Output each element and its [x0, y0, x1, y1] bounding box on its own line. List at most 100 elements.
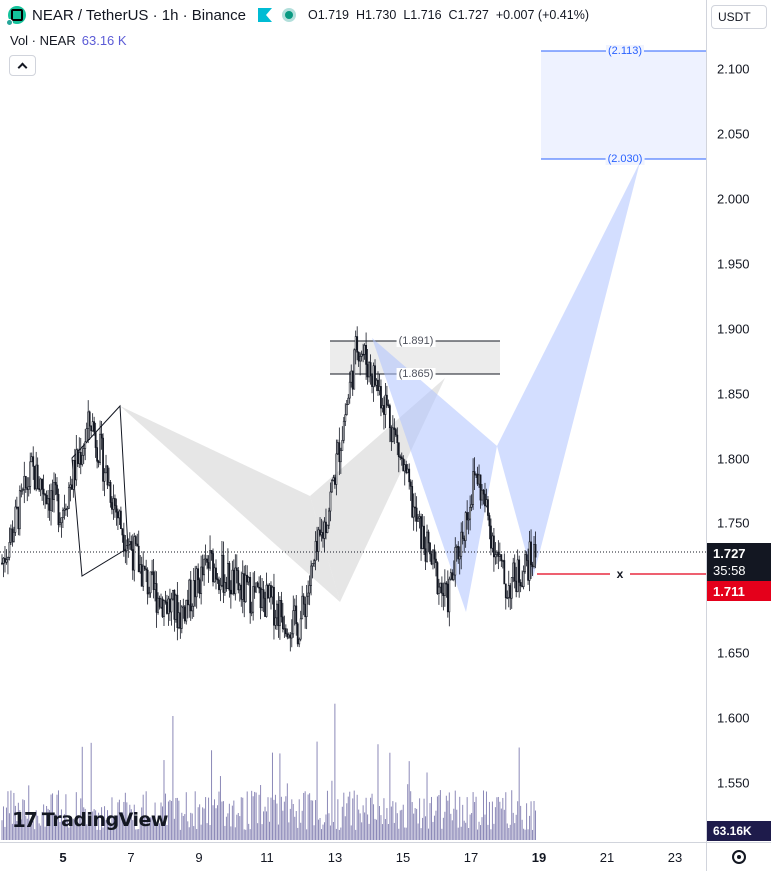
last-price-label: 1.727 35:58: [707, 543, 771, 581]
candle-body: [464, 512, 467, 541]
candle-body: [375, 379, 378, 386]
volume-bar: [533, 800, 535, 840]
candle-body: [90, 425, 93, 432]
volume-bar: [503, 809, 505, 840]
volume-bar: [454, 790, 456, 840]
candle-body: [139, 564, 142, 573]
volume-bar: [329, 825, 331, 840]
volume-bar: [289, 808, 291, 840]
volume-bar: [176, 797, 178, 840]
volume-bar: [419, 798, 421, 840]
candle-body: [188, 579, 191, 606]
volume-bar: [399, 810, 401, 840]
volume-bar: [111, 797, 113, 840]
volume-bar: [118, 799, 120, 840]
candle-body: [481, 489, 483, 501]
chart-settings-button[interactable]: [706, 842, 771, 871]
candle-body: [528, 541, 531, 581]
blue-pattern-right[interactable]: [497, 162, 640, 578]
symbol-legend[interactable]: NEAR / TetherUS · 1h · Binance O1.719 H1…: [6, 6, 593, 26]
candle-body: [174, 594, 177, 620]
candle-body: [371, 375, 373, 387]
volume-bar: [298, 799, 300, 840]
volume-legend-value: 63.16 K: [81, 33, 127, 48]
volume-bar: [233, 800, 235, 840]
symbol-title[interactable]: NEAR / TetherUS · 1h · Binance: [32, 6, 246, 24]
candle-body: [338, 442, 341, 463]
volume-bar: [459, 796, 461, 840]
volume-bar: [147, 818, 149, 840]
candle-body: [429, 542, 431, 555]
target-zone[interactable]: [541, 51, 706, 159]
candle-body: [335, 453, 338, 485]
candle-body: [423, 525, 425, 550]
price-scale[interactable]: USDT 2.100 2.050 2.000 1.950 1.900 1.850…: [706, 0, 771, 842]
volume-bar: [500, 808, 502, 840]
candle-body: [368, 362, 370, 378]
volume-legend[interactable]: Vol · NEAR 63.16 K: [10, 33, 127, 48]
candle-body: [51, 490, 54, 500]
volume-bar: [239, 816, 241, 840]
candle-body: [62, 509, 64, 519]
volume-bar: [236, 814, 238, 840]
candle-body: [180, 606, 183, 629]
volume-bar: [65, 794, 67, 840]
candle-body: [42, 488, 45, 495]
candle-body: [408, 468, 411, 483]
collapse-legend-button[interactable]: [9, 55, 36, 76]
candle-body: [525, 554, 528, 561]
volume-bar: [196, 829, 198, 840]
volume-bar: [252, 796, 254, 840]
volume-bar: [514, 823, 516, 840]
candle-body: [231, 569, 234, 595]
volume-bar: [271, 752, 273, 840]
candle-body: [307, 592, 310, 597]
candle-body: [12, 531, 15, 542]
candle-body: [177, 612, 180, 628]
volume-bar: [350, 825, 352, 840]
volume-bar: [359, 813, 361, 840]
volume-bar: [297, 827, 299, 840]
volume-bar: [370, 797, 372, 840]
candle-body: [115, 505, 118, 513]
candle-body: [255, 582, 258, 593]
candle-body: [387, 404, 390, 407]
volume-bar: [104, 806, 106, 840]
volume-bar: [170, 800, 172, 840]
candle-body: [439, 582, 442, 588]
chart-plot-area[interactable]: (1.891) (1.865) (2.113) (2.030) x: [0, 0, 706, 842]
volume-bar: [219, 776, 221, 840]
candle-body: [250, 611, 253, 614]
candle-body: [513, 562, 516, 582]
candle-body: [114, 498, 116, 506]
candle-body: [504, 583, 507, 599]
tradingview-logo[interactable]: 17 TradingView: [12, 808, 168, 832]
volume-bar: [276, 803, 278, 840]
volume-bar: [493, 823, 495, 840]
time-scale[interactable]: 5 7 9 11 13 15 17 19 21 23: [0, 842, 706, 871]
volume-bar: [107, 810, 109, 840]
volume-bar: [74, 820, 76, 840]
volume-bar: [524, 829, 526, 840]
candle-body: [127, 544, 130, 546]
candle-body: [470, 504, 473, 508]
candle-body: [289, 634, 292, 639]
candle-body: [261, 589, 263, 609]
tradingview-logo-text: TradingView: [41, 809, 169, 831]
chart-canvas[interactable]: [0, 0, 706, 842]
candle-body: [78, 451, 81, 465]
gray-pattern-left[interactable]: [120, 406, 340, 602]
volume-bar: [509, 824, 511, 840]
candle-body: [302, 595, 305, 605]
alert-marker[interactable]: x: [616, 567, 624, 581]
volume-bar: [471, 813, 473, 840]
candle-body: [109, 482, 112, 503]
currency-selector[interactable]: USDT: [711, 5, 767, 29]
volume-bar: [166, 825, 168, 840]
candle-body: [342, 420, 345, 441]
candle-body: [38, 488, 41, 491]
flag-icon[interactable]: [257, 8, 272, 22]
alert-price-label[interactable]: 1.711: [707, 581, 771, 601]
volume-bar: [211, 750, 213, 840]
candle-body: [286, 633, 289, 638]
